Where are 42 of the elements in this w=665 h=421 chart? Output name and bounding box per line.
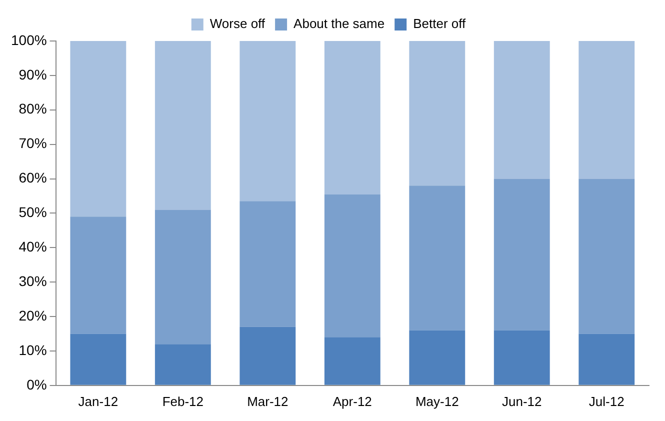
bar xyxy=(578,178,635,334)
bar xyxy=(409,330,466,385)
bar xyxy=(70,216,126,334)
x-tick-label: Jul-12 xyxy=(588,394,624,409)
bar xyxy=(494,178,550,330)
x-tick-label: Apr-12 xyxy=(332,394,372,409)
bar xyxy=(409,186,466,330)
y-tick-label: 90% xyxy=(18,66,47,82)
x-tick-label: May-12 xyxy=(415,394,459,409)
bar xyxy=(409,41,466,186)
y-tick-label: 80% xyxy=(18,100,47,117)
bar xyxy=(154,210,211,344)
y-tick-label: 60% xyxy=(18,170,47,186)
x-tick-label: Jun-12 xyxy=(502,394,542,409)
bar xyxy=(578,334,635,385)
legend-label: About the same xyxy=(294,16,385,32)
bar xyxy=(240,201,296,327)
bar xyxy=(70,334,126,385)
legend-label: Better off xyxy=(413,16,466,32)
bar xyxy=(324,194,380,338)
bar xyxy=(494,330,550,385)
bar xyxy=(324,41,380,194)
y-tick-label: 50% xyxy=(18,204,47,220)
y-tick-label: 40% xyxy=(18,238,47,254)
bar xyxy=(70,41,126,217)
bar xyxy=(240,41,296,202)
y-tick-label: 100% xyxy=(10,32,47,48)
bar xyxy=(154,41,211,210)
y-tick-label: 10% xyxy=(18,342,47,358)
x-tick-label: Jan-12 xyxy=(78,394,118,409)
y-tick-label: 30% xyxy=(18,272,47,289)
y-tick-label: 70% xyxy=(18,135,47,152)
y-tick-label: 20% xyxy=(18,307,47,324)
x-tick-label: Mar-12 xyxy=(247,394,288,409)
x-tick-label: Feb-12 xyxy=(162,394,204,409)
y-tick-label: 0% xyxy=(26,376,47,392)
bar xyxy=(240,326,296,385)
legend-label: Worse off xyxy=(210,16,266,32)
bar xyxy=(154,344,211,385)
bar xyxy=(578,41,635,179)
bar xyxy=(494,41,550,179)
bar xyxy=(324,337,380,385)
